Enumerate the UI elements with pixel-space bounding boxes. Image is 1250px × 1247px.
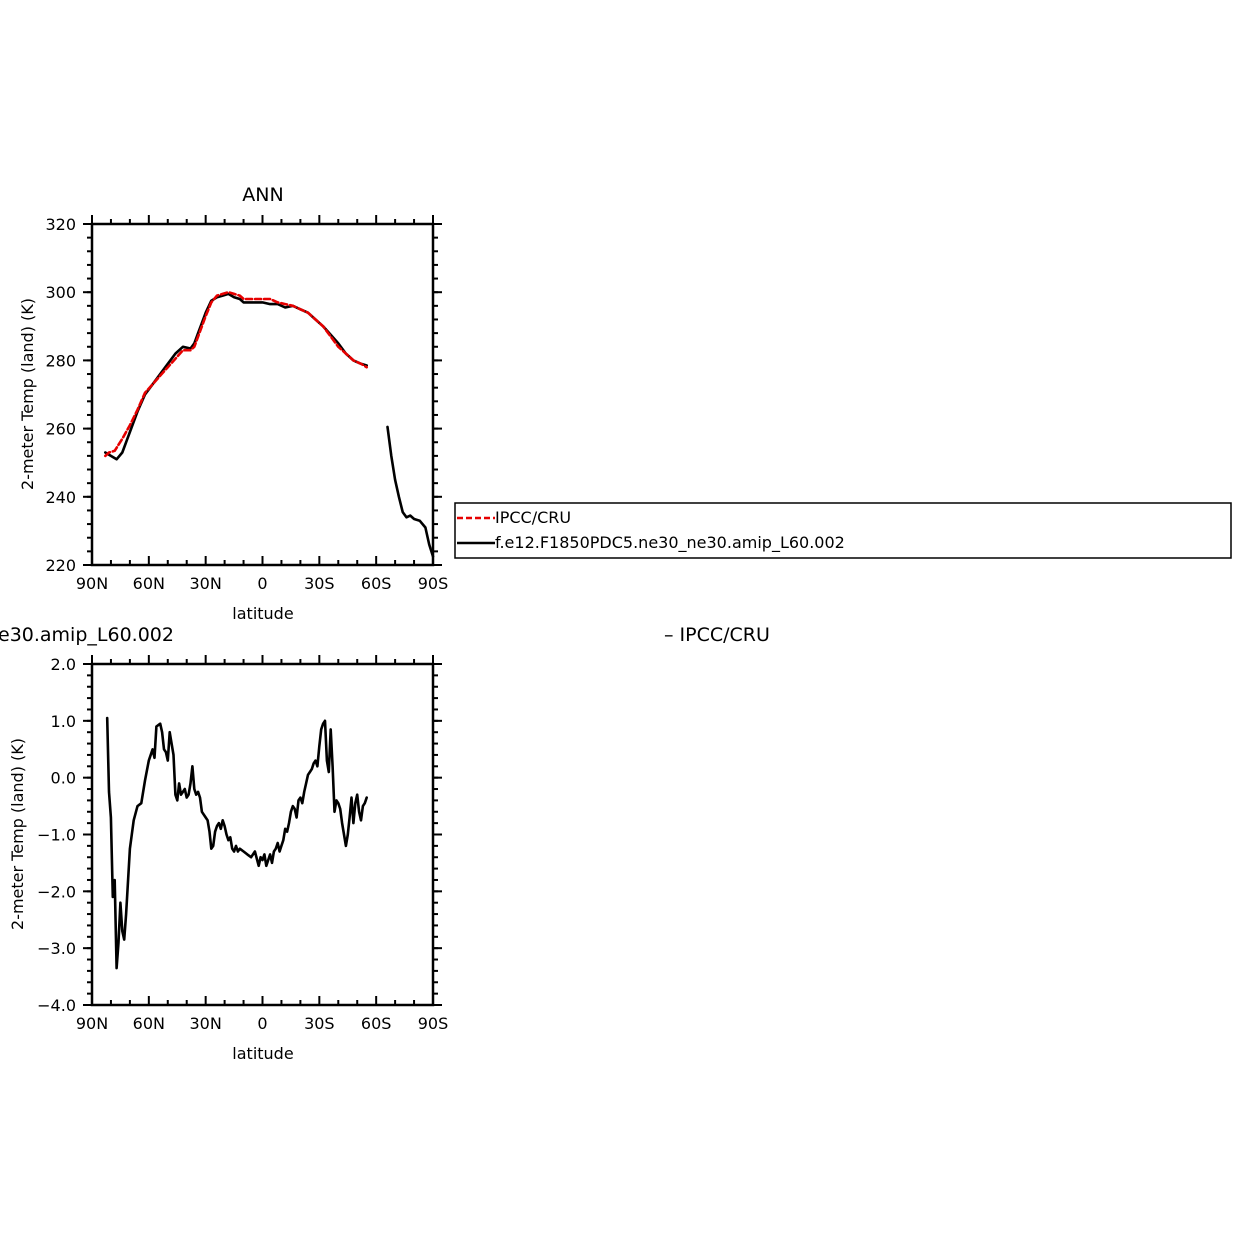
- legend-label-ipcc: IPCC/CRU: [495, 508, 571, 527]
- panel-1-ylabel: 2-meter Temp (land) (K): [18, 298, 37, 490]
- panel-1-xlabel: latitude: [232, 604, 293, 623]
- panel-1-ticks: 90N 60N 30N 0 30S 60S 90S 220 240 260 280 300 320: [45, 215, 448, 593]
- x-tick-label: 90S: [418, 574, 449, 593]
- panel-2-series: [105, 716, 369, 970]
- y-tick-label: 240: [45, 488, 76, 507]
- panel-2: e30.amip_L60.002 – IPCC/CRU 90N 60N 30N 0 30…: [0, 624, 770, 1063]
- x-tick-label: 30N: [190, 574, 222, 593]
- panel-2-title-right: – IPCC/CRU: [664, 624, 770, 646]
- y-tick-label: 260: [45, 420, 76, 439]
- series-line: [104, 290, 369, 458]
- series-line: [105, 716, 369, 970]
- y-tick-label: 220: [45, 556, 76, 575]
- panel-2-ylabel: 2-meter Temp (land) (K): [8, 738, 27, 930]
- y-tick-label: 280: [45, 351, 76, 370]
- y-tick-label: −3.0: [37, 939, 76, 958]
- series-line: [104, 292, 369, 461]
- x-tick-label: 30S: [304, 1014, 335, 1033]
- panel-1-series: [104, 290, 435, 558]
- x-tick-label: 0: [257, 574, 267, 593]
- panel-1-title: ANN: [242, 184, 283, 206]
- panel-2-frame: [90, 662, 435, 1007]
- x-tick-label: 30N: [190, 1014, 222, 1033]
- x-tick-label: 0: [257, 1014, 267, 1033]
- y-tick-label: −2.0: [37, 882, 76, 901]
- legend-label-model: f.e12.F1850PDC5.ne30_ne30.amip_L60.002: [495, 533, 845, 553]
- y-tick-label: 320: [45, 215, 76, 234]
- panel-2-ticks: 90N 60N 30N 0 30S 60S 90S −4.0 −3.0 −2.0 −1.0 0.0 1.…: [37, 655, 448, 1033]
- x-tick-label: 30S: [304, 574, 335, 593]
- y-tick-label: 1.0: [51, 712, 76, 731]
- panel-2-xlabel: latitude: [232, 1044, 293, 1063]
- y-tick-label: 300: [45, 283, 76, 302]
- x-tick-label: 90S: [418, 1014, 449, 1033]
- legend-box: [454, 502, 1232, 559]
- y-tick-label: 0.0: [51, 769, 76, 788]
- y-tick-label: 2.0: [51, 655, 76, 674]
- panel-1: ANN 90N 60N 30N 0 30S 60S 90S 220 240 260 280 300 32…: [18, 184, 448, 623]
- y-tick-label: −4.0: [37, 996, 76, 1015]
- series-line: [386, 425, 435, 558]
- x-tick-label: 60N: [133, 1014, 165, 1033]
- x-tick-label: 90N: [76, 1014, 108, 1033]
- x-tick-label: 90N: [76, 574, 108, 593]
- panel-2-title: e30.amip_L60.002: [0, 624, 174, 646]
- x-tick-label: 60S: [361, 1014, 392, 1033]
- legend: IPCC/CRU f.e12.F1850PDC5.ne30_ne30.amip_…: [454, 502, 1232, 559]
- x-tick-label: 60N: [133, 574, 165, 593]
- x-tick-label: 60S: [361, 574, 392, 593]
- y-tick-label: −1.0: [37, 826, 76, 845]
